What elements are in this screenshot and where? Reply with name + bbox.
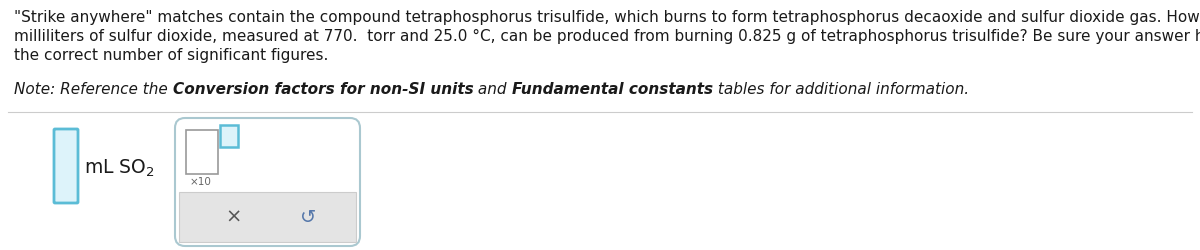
Bar [179, 192, 356, 242]
Bar [186, 130, 218, 174]
Text: and: and [473, 82, 511, 97]
Text: Conversion factors for non-SI units: Conversion factors for non-SI units [173, 82, 473, 97]
Text: ×: × [226, 208, 242, 227]
Text: ×10: ×10 [190, 177, 212, 187]
Text: tables for additional information.: tables for additional information. [713, 82, 970, 97]
Text: "Strike anywhere" matches contain the compound tetraphosphorus trisulfide, which: "Strike anywhere" matches contain the co… [14, 10, 1200, 25]
Text: mL SO$_2$: mL SO$_2$ [84, 157, 155, 179]
Bar [220, 125, 238, 147]
Text: milliliters of sulfur dioxide, measured at 770.  torr and 25.0 °C, can be produc: milliliters of sulfur dioxide, measured … [14, 29, 1200, 44]
FancyBboxPatch shape [175, 118, 360, 246]
FancyBboxPatch shape [54, 129, 78, 203]
Text: ↺: ↺ [300, 208, 316, 227]
Text: the correct number of significant figures.: the correct number of significant figure… [14, 48, 329, 63]
Text: Note: Reference the: Note: Reference the [14, 82, 173, 97]
Text: Fundamental constants: Fundamental constants [511, 82, 713, 97]
